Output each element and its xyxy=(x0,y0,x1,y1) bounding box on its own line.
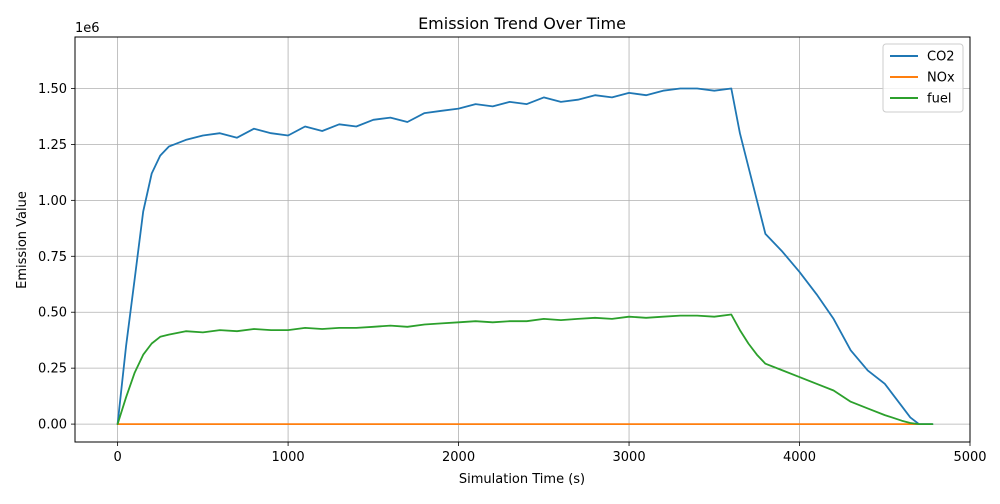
y-tick-label: 1.00 xyxy=(38,194,67,209)
series-line-co2 xyxy=(116,87,934,426)
series-lines xyxy=(116,87,934,426)
legend-label-co2: CO2 xyxy=(927,50,955,65)
y-tick-label: 0.75 xyxy=(38,250,67,265)
x-tick-label: 5000 xyxy=(953,450,986,465)
plot-frame xyxy=(74,36,971,443)
x-tick-label: 0 xyxy=(113,450,121,465)
legend-box xyxy=(882,43,964,113)
x-tick-label: 1000 xyxy=(272,450,305,465)
y-tick-label: 0.00 xyxy=(38,418,67,433)
x-tick-label: 2000 xyxy=(442,450,475,465)
legend: CO2 NOx fuel xyxy=(882,43,964,113)
legend-label-fuel: fuel xyxy=(927,92,951,107)
axis-ticks: 0 1000 2000 3000 4000 5000 0.00 0.25 0.50 0.75 1.0… xyxy=(38,82,987,465)
series-line-fuel xyxy=(116,313,934,426)
y-axis-multiplier: 1e6 xyxy=(75,21,100,36)
y-axis-label: Emission Value xyxy=(15,191,30,289)
y-tick-label: 1.25 xyxy=(38,138,67,153)
y-tick-label: 0.25 xyxy=(38,362,67,377)
x-tick-label: 4000 xyxy=(783,450,816,465)
y-tick-label: 0.50 xyxy=(38,306,67,321)
legend-label-nox: NOx xyxy=(927,71,955,86)
x-axis-label: Simulation Time (s) xyxy=(459,472,585,487)
chart-title: Emission Trend Over Time xyxy=(418,14,626,33)
y-tick-label: 1.50 xyxy=(38,82,67,97)
x-tick-label: 3000 xyxy=(613,450,646,465)
